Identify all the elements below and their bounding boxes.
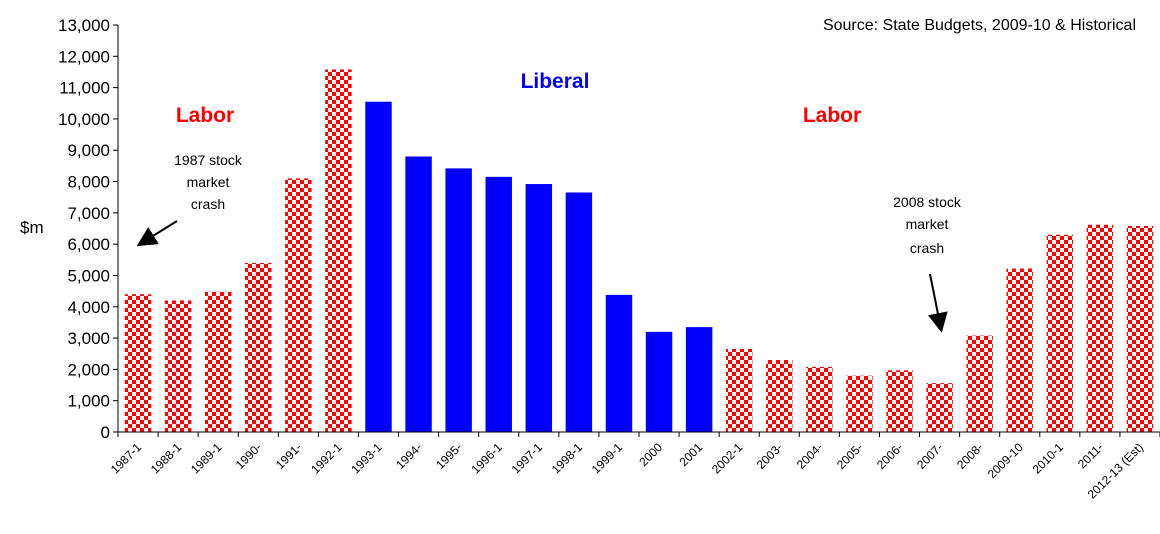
party-label-labor-2: Labor bbox=[803, 104, 861, 127]
x-tick-label: 2008- bbox=[954, 440, 986, 472]
bar-labor bbox=[1006, 268, 1033, 432]
annotation-arrow bbox=[136, 220, 178, 247]
x-tick-label: 1991- bbox=[273, 440, 305, 472]
y-tick-label: 6,000 bbox=[67, 235, 110, 254]
x-tick-label: 1988-1 bbox=[148, 440, 185, 477]
x-tick-label: 1997-1 bbox=[509, 440, 546, 477]
bar-liberal bbox=[405, 156, 432, 432]
y-tick-label: 13,000 bbox=[58, 16, 110, 35]
party-label-liberal: Liberal bbox=[521, 70, 590, 93]
y-tick-label: 4,000 bbox=[67, 298, 110, 317]
y-tick-label: 5,000 bbox=[67, 266, 110, 285]
y-tick-label: 0 bbox=[101, 423, 110, 442]
x-tick-label: 1987-1 bbox=[108, 440, 145, 477]
x-tick-label: 2004- bbox=[794, 440, 826, 472]
bar-liberal bbox=[365, 101, 392, 432]
bar-labor bbox=[285, 178, 312, 432]
x-tick-label: 2007- bbox=[914, 440, 946, 472]
y-axis-title: $m bbox=[20, 218, 44, 237]
x-tick-label: 2009-10 bbox=[985, 440, 1026, 481]
bar-labor bbox=[245, 262, 272, 432]
bar-liberal bbox=[485, 176, 512, 432]
bar-liberal bbox=[685, 327, 713, 432]
bar-labor bbox=[325, 69, 352, 433]
bar-labor bbox=[806, 366, 833, 432]
y-tick-label: 9,000 bbox=[67, 141, 110, 160]
x-tick-label: 1993-1 bbox=[348, 440, 385, 477]
x-tick-label: 2010-1 bbox=[1030, 440, 1067, 477]
annotation-line: 2008 stock bbox=[893, 194, 962, 210]
annotation-line: crash bbox=[910, 240, 944, 256]
bar-labor bbox=[1046, 234, 1074, 432]
bar-liberal bbox=[445, 168, 472, 433]
x-tick-label: 1996-1 bbox=[469, 440, 506, 477]
annotation-line: market bbox=[187, 174, 230, 190]
y-tick-label: 2,000 bbox=[67, 360, 110, 379]
bar-liberal bbox=[645, 331, 673, 432]
bar-labor bbox=[1086, 224, 1114, 432]
x-tick-label: 2011- bbox=[1075, 440, 1106, 471]
y-tick-label: 1,000 bbox=[67, 392, 110, 411]
x-tick-label: 2001 bbox=[676, 440, 705, 469]
y-tick-label: 3,000 bbox=[67, 329, 110, 348]
bar-labor bbox=[886, 370, 913, 432]
x-axis: 1987-1 1988-1 1989-1 1990- 1991- 1992-1 1993-1… bbox=[108, 431, 1160, 502]
y-axis: 0 1,000 2,000 3,000 4,000 5,000 6,000 7,000 8,00… bbox=[58, 16, 119, 442]
x-tick-label: 1994- bbox=[393, 440, 425, 472]
x-tick-label: 2006- bbox=[874, 440, 906, 472]
annotation-2008-crash: 2008 stock market crash bbox=[893, 194, 962, 333]
bar-labor bbox=[164, 300, 192, 432]
annotation-1987-crash: 1987 stock market crash bbox=[136, 152, 243, 247]
y-tick-label: 7,000 bbox=[67, 204, 110, 223]
bar-liberal bbox=[565, 192, 593, 432]
y-tick-label: 12,000 bbox=[58, 47, 110, 66]
x-tick-label: 2005- bbox=[834, 440, 866, 472]
bar-labor bbox=[846, 375, 873, 432]
x-tick-label: 2003- bbox=[754, 440, 786, 472]
source-note: Source: State Budgets, 2009-10 & Histori… bbox=[823, 17, 1136, 34]
y-tick-label: 8,000 bbox=[67, 173, 110, 192]
annotation-line: crash bbox=[191, 196, 225, 212]
annotation-arrow bbox=[928, 273, 948, 333]
bar-labor bbox=[204, 291, 232, 432]
bar-labor bbox=[124, 294, 152, 432]
bar-liberal bbox=[605, 294, 633, 432]
bar-labor bbox=[1126, 225, 1154, 432]
annotation-line: 1987 stock bbox=[174, 152, 243, 168]
x-tick-label: 2002-1 bbox=[709, 440, 746, 477]
x-tick-label: 1990- bbox=[233, 440, 265, 472]
bar-labor bbox=[926, 383, 953, 432]
y-tick-label: 11,000 bbox=[59, 79, 110, 98]
x-tick-label: 1999-1 bbox=[589, 440, 626, 477]
bars bbox=[124, 69, 1154, 433]
y-tick-label: 10,000 bbox=[58, 110, 110, 129]
x-tick-label: 2000 bbox=[636, 440, 665, 469]
x-tick-label: 1998-1 bbox=[549, 440, 586, 477]
bar-labor bbox=[966, 335, 993, 432]
bar-liberal bbox=[525, 184, 553, 432]
bar-labor bbox=[725, 349, 753, 432]
x-tick-label: 1995- bbox=[433, 440, 465, 472]
x-tick-label: 1989-1 bbox=[188, 440, 225, 477]
bar-labor bbox=[766, 359, 793, 432]
annotation-line: market bbox=[906, 216, 949, 232]
party-label-labor-1: Labor bbox=[176, 104, 234, 127]
x-tick-label: 1992-1 bbox=[308, 440, 345, 477]
